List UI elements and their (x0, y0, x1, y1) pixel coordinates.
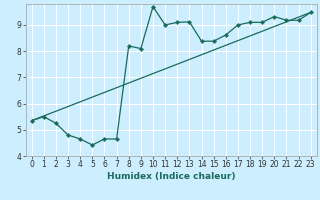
X-axis label: Humidex (Indice chaleur): Humidex (Indice chaleur) (107, 172, 236, 181)
